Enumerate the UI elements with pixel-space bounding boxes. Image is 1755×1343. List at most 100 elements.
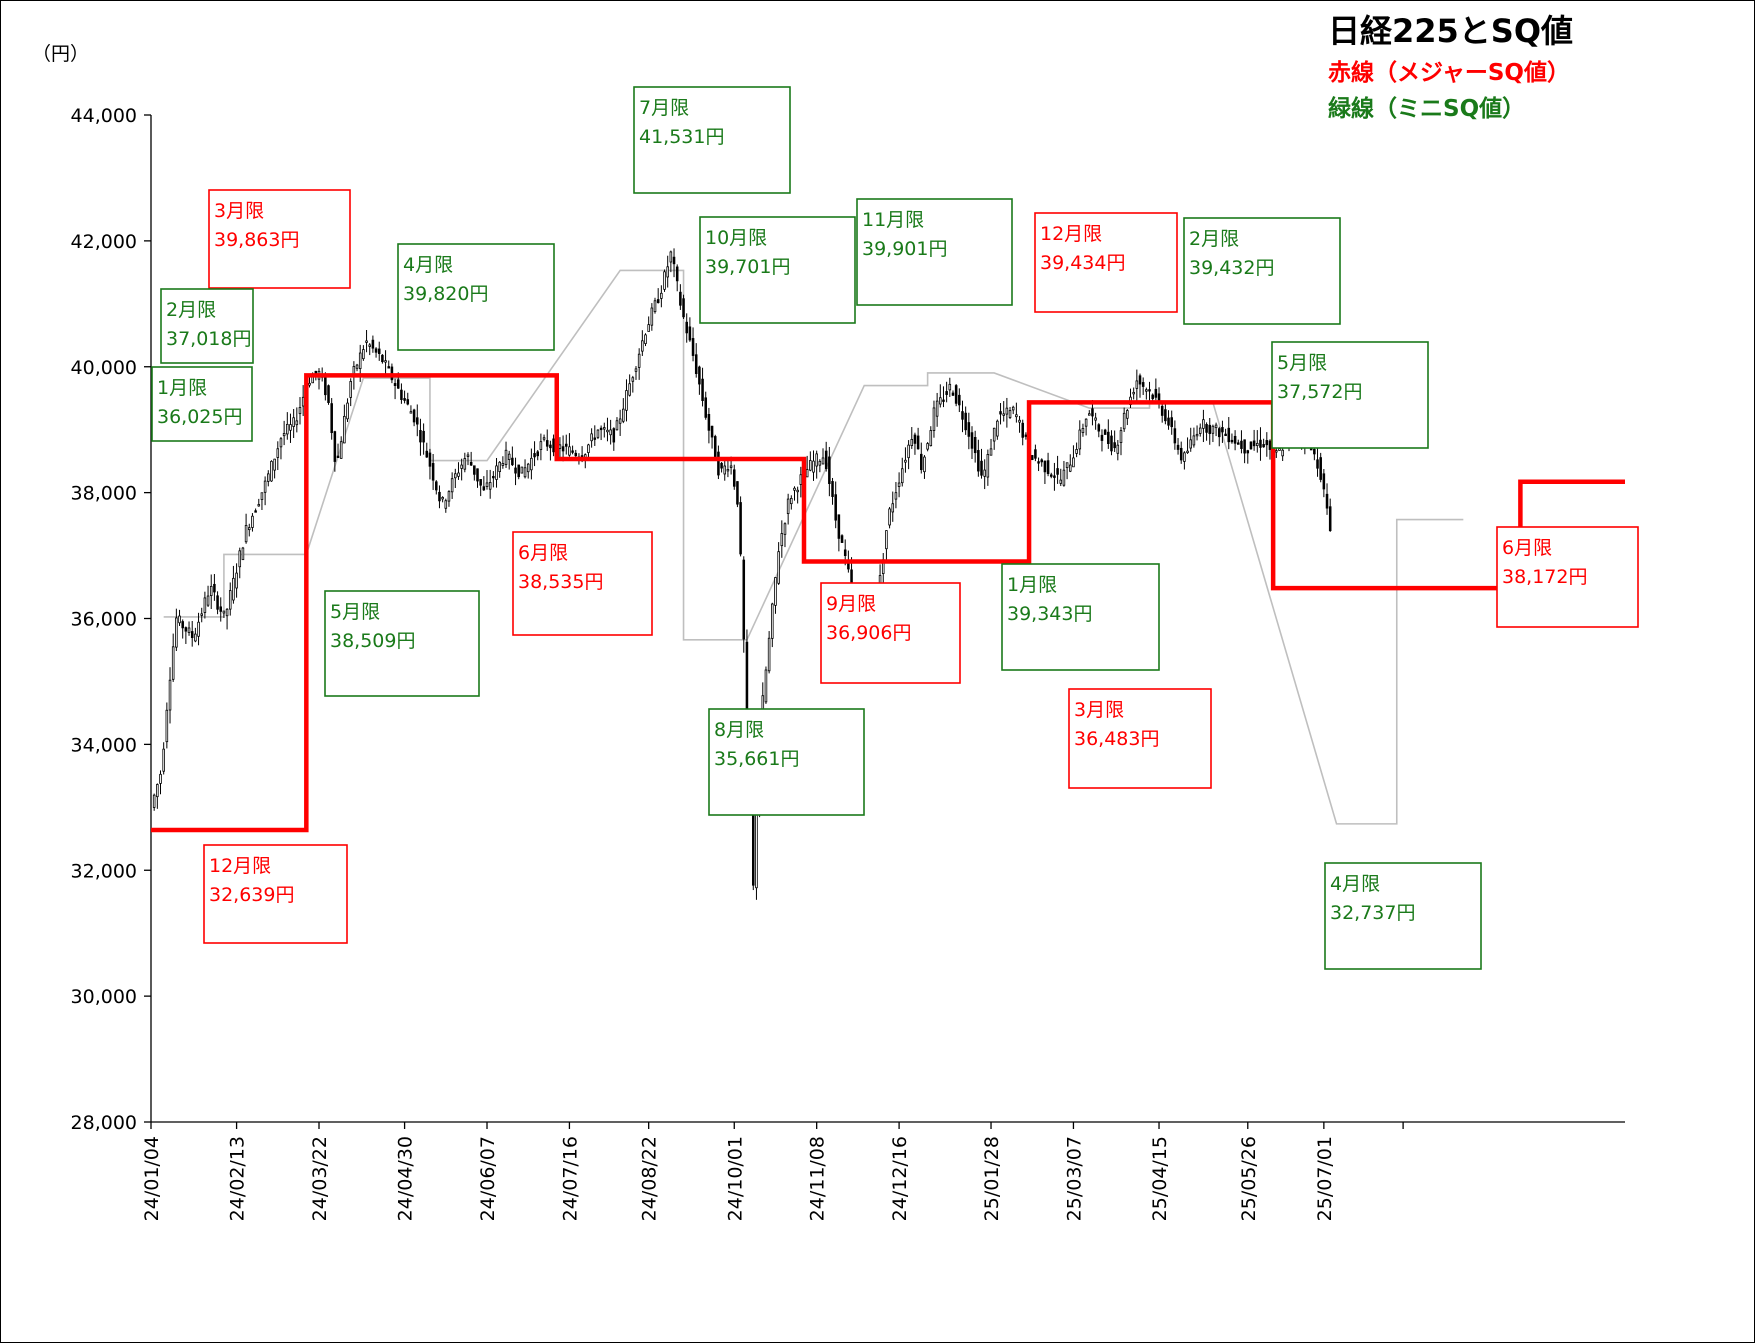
candle-body	[463, 458, 467, 470]
sq-box-contract-label: 7月限	[639, 97, 689, 119]
candle-body	[720, 462, 723, 469]
candle-body	[1021, 422, 1024, 438]
candle-body	[159, 773, 162, 784]
candle-body	[396, 379, 400, 389]
candle-body	[441, 497, 444, 500]
candle-body	[599, 427, 603, 431]
candle-body	[679, 291, 682, 306]
candle-body	[1167, 417, 1170, 426]
candle-body	[666, 266, 669, 278]
candle-body	[311, 376, 314, 384]
candle-body	[152, 794, 156, 808]
candle-body	[377, 348, 381, 354]
candle-body	[970, 432, 974, 449]
candle-body	[1053, 475, 1056, 478]
sq-label-box: 9月限 36,906円	[820, 582, 961, 684]
candle-body	[669, 251, 673, 263]
candle-body	[996, 420, 999, 437]
y-tick-label: 28,000	[71, 1112, 137, 1134]
candle-body	[793, 487, 796, 491]
x-tick-label: 24/12/16	[889, 1136, 911, 1221]
candle-body	[951, 392, 955, 396]
candle-body	[1056, 468, 1059, 475]
candle-body	[219, 606, 223, 612]
sq-label-box: 4月限 39,820円	[397, 243, 555, 351]
sq-box-value-label: 39,343円	[1007, 603, 1092, 625]
sq-label-box: 6月限 38,172円	[1496, 526, 1639, 628]
candle-body	[821, 457, 825, 465]
candle-body	[900, 468, 904, 484]
candle-body	[1126, 410, 1129, 419]
candle-body	[330, 403, 333, 434]
x-tick-label: 25/07/01	[1314, 1136, 1336, 1221]
candle-body	[308, 382, 311, 386]
candle-body	[675, 266, 679, 282]
candle-body	[1325, 493, 1329, 509]
candle-body	[336, 455, 340, 458]
candle-body	[710, 425, 714, 438]
candle-body	[542, 437, 546, 440]
sq-label-box: 7月限 41,531円	[633, 86, 791, 194]
sq-box-contract-label: 11月限	[862, 209, 924, 231]
candle-body	[251, 515, 254, 528]
candle-body	[973, 437, 977, 454]
candle-body	[358, 352, 362, 369]
sq-label-box: 12月限 39,434円	[1034, 212, 1178, 313]
candle-body	[1230, 439, 1234, 443]
candle-body	[368, 344, 371, 347]
candle-body	[346, 402, 349, 420]
candle-body	[1132, 391, 1135, 395]
candle-body	[1088, 413, 1091, 416]
candle-body	[904, 459, 907, 463]
candle-body	[999, 411, 1002, 415]
candle-body	[1227, 427, 1231, 443]
candle-body	[631, 377, 635, 382]
sq-box-border	[699, 216, 856, 324]
candle-body	[228, 590, 232, 610]
candle-body	[736, 481, 739, 505]
candle-body	[701, 378, 704, 401]
candle-body	[536, 451, 539, 457]
sq-label-box: 3月限 36,483円	[1068, 688, 1212, 789]
candle-body	[387, 366, 391, 369]
candle-body	[732, 469, 736, 487]
candle-body	[216, 595, 219, 610]
candle-body	[488, 482, 492, 490]
candle-body	[171, 646, 175, 680]
candle-body	[647, 324, 650, 332]
candle-body	[1268, 440, 1272, 450]
candle-body	[1107, 431, 1110, 444]
candle-body	[384, 360, 387, 363]
sq-label-box: 6月限 38,535円	[512, 531, 653, 636]
x-tick-label: 24/02/13	[227, 1136, 249, 1221]
candle-body	[812, 460, 815, 473]
x-tick-label: 24/08/22	[639, 1136, 661, 1221]
candle-body	[276, 448, 280, 458]
sq-box-border	[708, 708, 865, 816]
candle-body	[796, 489, 799, 493]
candle-body	[1319, 457, 1322, 480]
candle-body	[511, 457, 514, 466]
candle-body	[805, 469, 809, 478]
candle-body	[1192, 435, 1196, 446]
sq-box-value-label: 39,820円	[403, 283, 488, 305]
candle-body	[1265, 440, 1269, 446]
candle-body	[419, 430, 422, 443]
candle-body	[549, 444, 552, 449]
candle-body	[1145, 389, 1148, 392]
candle-body	[1110, 435, 1113, 452]
candle-body	[910, 439, 914, 447]
sq-box-value-label: 38,172円	[1502, 566, 1587, 588]
sq-box-contract-label: 5月限	[330, 601, 380, 623]
candle-body	[444, 500, 448, 509]
candle-body	[609, 429, 612, 436]
candle-body	[935, 400, 939, 417]
candle-body	[289, 424, 292, 431]
candle-body	[634, 368, 638, 372]
x-tick-label: 24/11/08	[807, 1136, 829, 1221]
candle-body	[1084, 418, 1088, 427]
candle-body	[818, 460, 822, 466]
candle-body	[1237, 442, 1240, 445]
candle-body	[1040, 459, 1044, 463]
